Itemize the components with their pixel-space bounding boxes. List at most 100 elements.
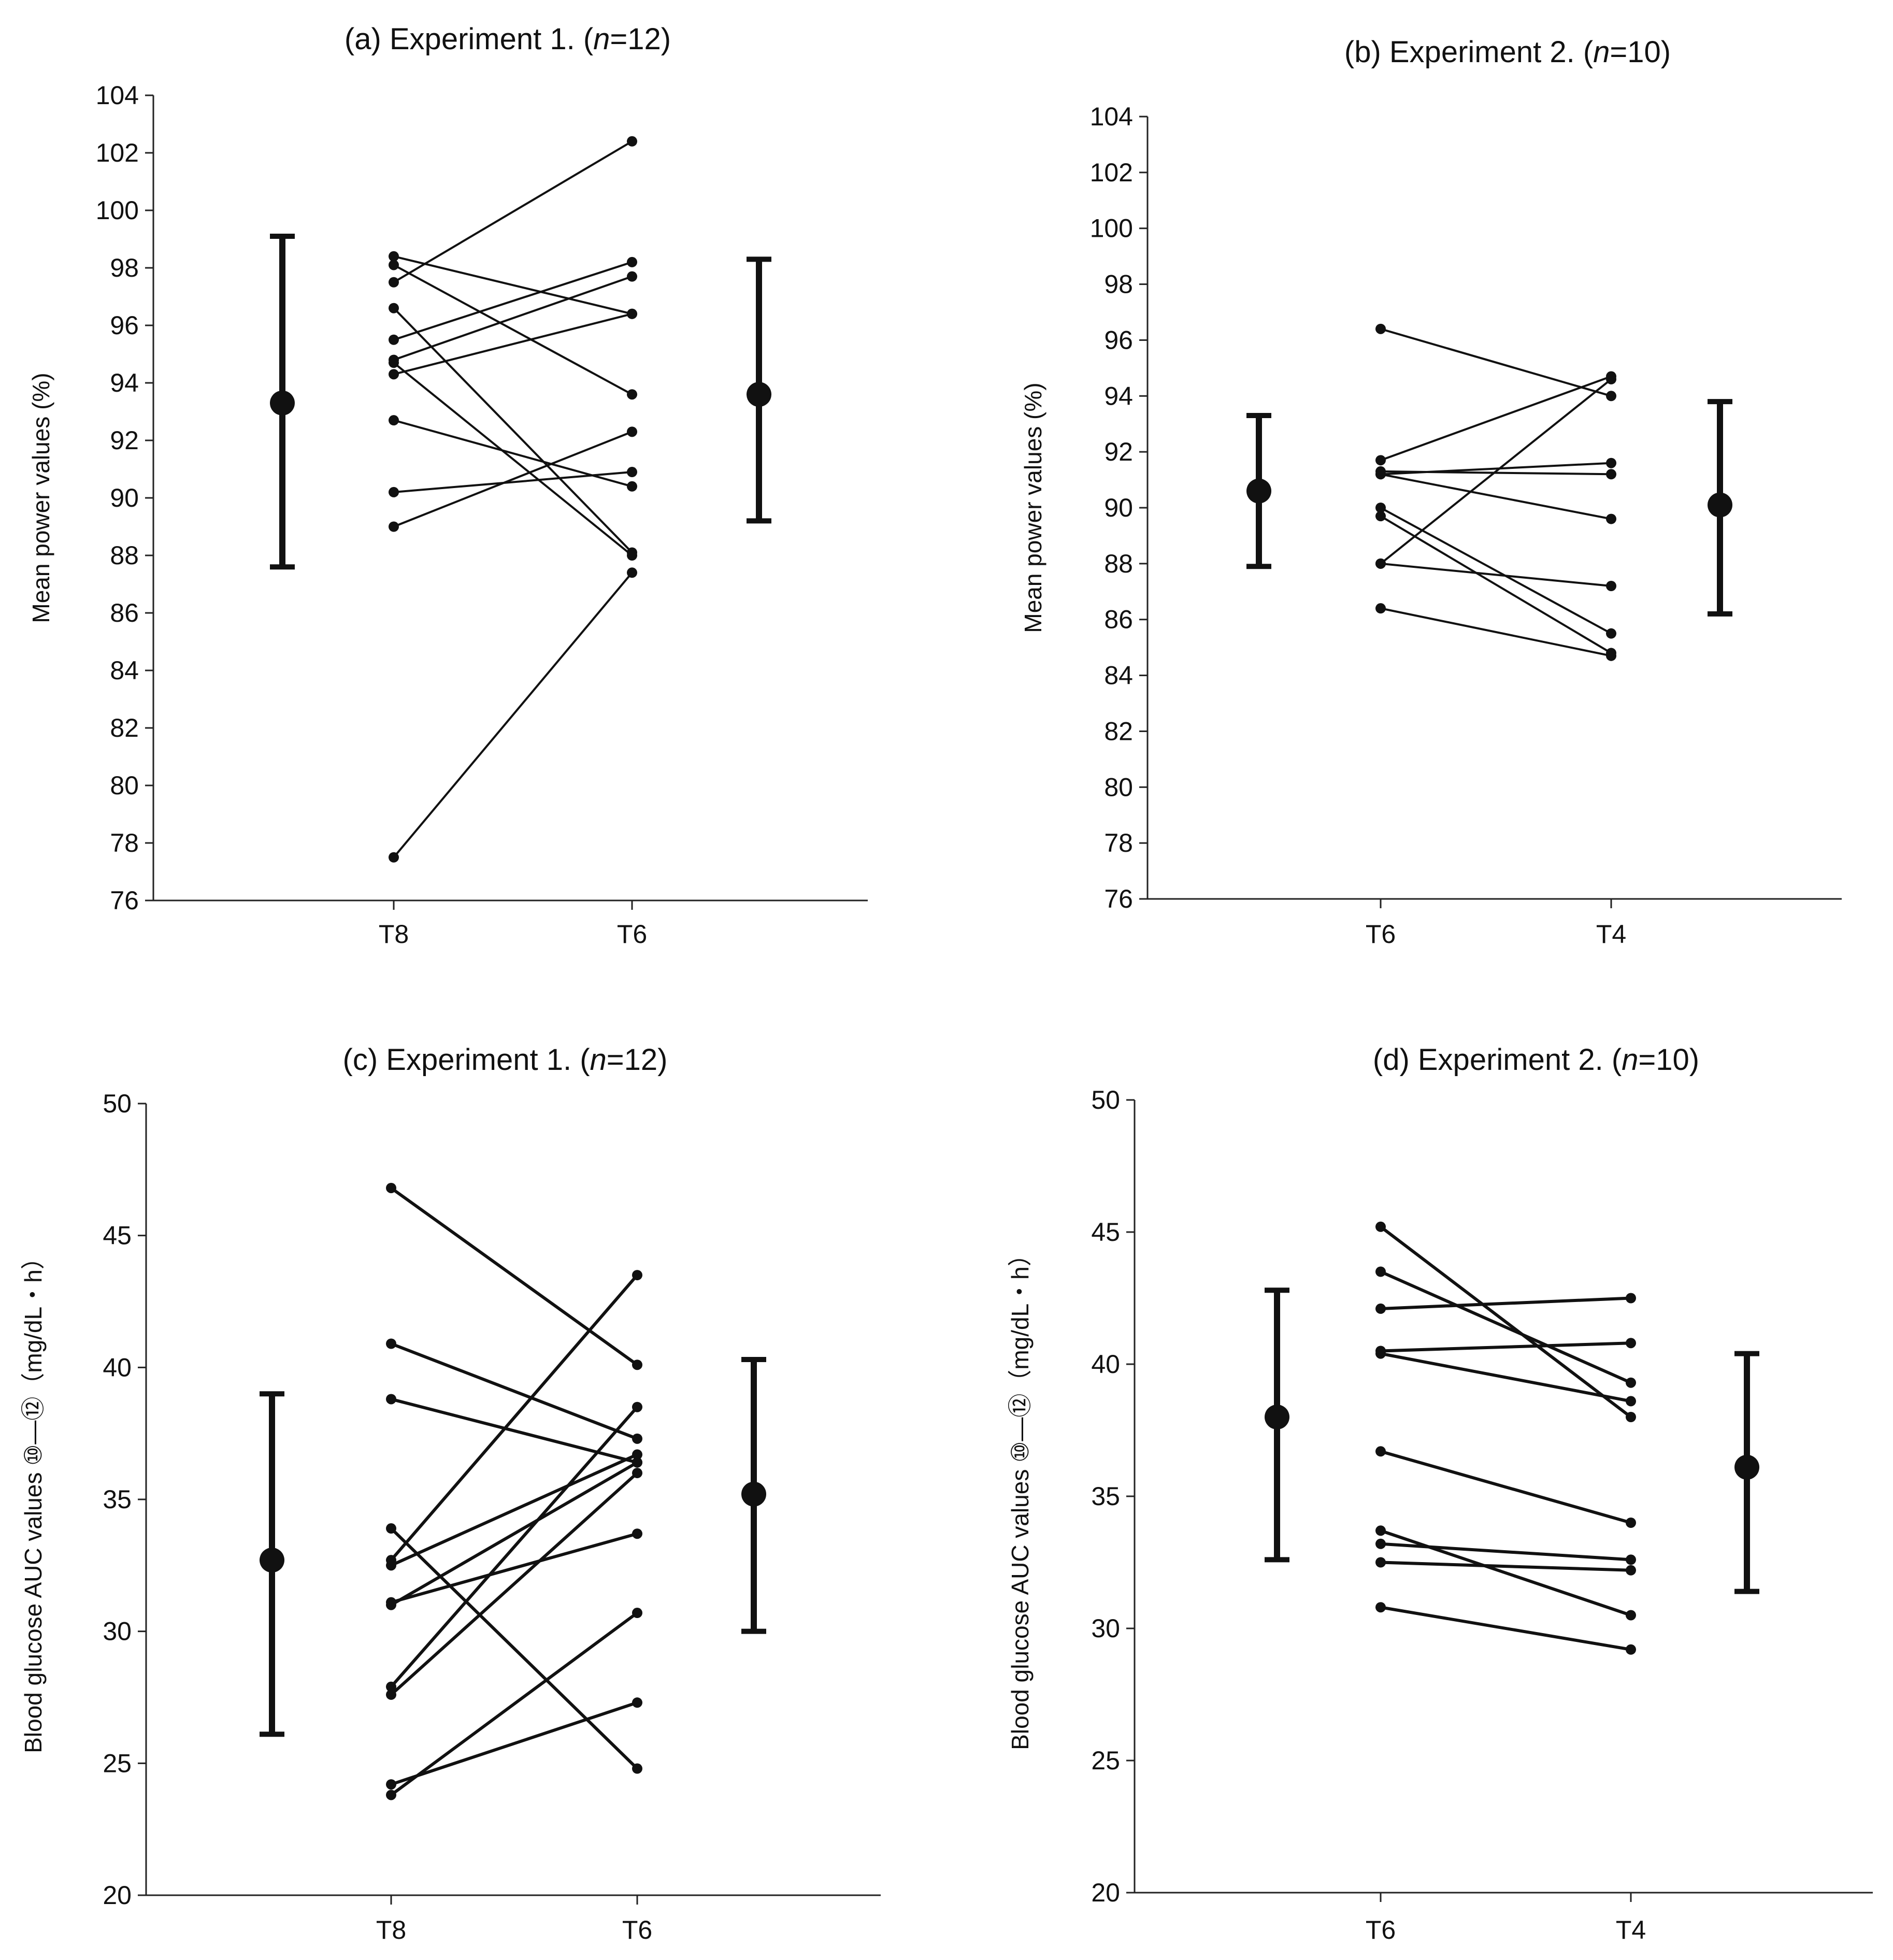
y-tick-label: 82 — [110, 713, 139, 742]
data-point — [389, 260, 399, 270]
data-point — [1626, 1396, 1636, 1407]
pair-line — [390, 1453, 638, 1567]
data-point — [1375, 1348, 1386, 1359]
data-point — [1606, 469, 1616, 480]
y-axis-label: Mean power values (%) — [27, 373, 54, 623]
y-tick-label: 96 — [1104, 325, 1133, 354]
data-point — [632, 1697, 642, 1708]
data-point — [389, 334, 399, 345]
chart-title-suffix: =10) — [1610, 35, 1671, 69]
data-point — [632, 1763, 642, 1774]
chart-title-n: n — [1593, 35, 1610, 69]
mean-marker — [270, 390, 295, 416]
y-tick-label: 96 — [110, 311, 139, 340]
data-point — [1375, 503, 1386, 513]
data-point — [627, 256, 637, 267]
y-tick-label: 100 — [1090, 214, 1133, 243]
data-point — [627, 481, 637, 492]
data-point — [1606, 457, 1616, 468]
data-point — [627, 271, 637, 282]
data-point — [386, 1523, 396, 1534]
pair-line — [393, 362, 633, 556]
data-point — [1375, 1557, 1386, 1568]
data-point — [389, 415, 399, 426]
data-point — [632, 1401, 642, 1412]
y-tick-label: 78 — [110, 828, 139, 857]
pair-line — [390, 1406, 639, 1688]
data-point — [1606, 374, 1616, 384]
data-point — [386, 1599, 396, 1610]
pair-line — [390, 1186, 638, 1366]
data-point — [632, 1270, 642, 1281]
data-point — [1375, 558, 1386, 569]
data-point — [627, 426, 637, 437]
data-point — [632, 1468, 642, 1479]
chart-title-suffix: =12) — [610, 22, 671, 56]
data-point — [1626, 1565, 1636, 1576]
x-tick-label: T4 — [1596, 920, 1626, 949]
chart-title-prefix: (c) Experiment 1. ( — [343, 1043, 590, 1077]
data-point — [1375, 1602, 1386, 1613]
data-point — [1626, 1412, 1636, 1422]
pair-line — [391, 1532, 638, 1604]
data-point — [1626, 1338, 1636, 1349]
pair-line — [391, 1397, 638, 1464]
y-tick-label: 104 — [1090, 102, 1133, 131]
data-point — [627, 136, 637, 147]
y-tick-label: 20 — [103, 1881, 132, 1910]
chart-title-suffix: =10) — [1638, 1043, 1699, 1077]
data-point — [627, 567, 637, 578]
pair-line — [1380, 1341, 1631, 1353]
data-point — [1626, 1293, 1636, 1304]
data-point — [389, 357, 399, 368]
pair-line — [1380, 1606, 1631, 1651]
pair-line — [1380, 473, 1612, 520]
pair-line — [1380, 470, 1612, 476]
panel-c: 20 25 30 35 40 45 50 T8 T6 (c) Experiment 1. (n=1… — [20, 1043, 881, 1944]
y-tick-label: 102 — [1090, 158, 1133, 187]
pair-line — [393, 275, 633, 361]
data-point — [632, 1449, 642, 1460]
y-tick-label: 100 — [96, 196, 139, 225]
data-point — [1626, 1644, 1636, 1655]
data-point — [386, 1560, 396, 1571]
y-tick-label: 92 — [1104, 437, 1133, 466]
pair-line — [393, 255, 633, 315]
pair-line — [1380, 507, 1612, 635]
pair-line — [391, 1701, 638, 1786]
y-tick-label: 88 — [1104, 549, 1133, 578]
y-tick-label: 94 — [110, 368, 139, 397]
pair-line — [1380, 515, 1612, 654]
y-axis-label: Mean power values (%) — [1020, 382, 1046, 633]
pair-line — [393, 312, 633, 376]
pair-line — [1380, 607, 1612, 657]
y-tick-label: 50 — [1091, 1085, 1120, 1114]
y-tick-label: 102 — [96, 138, 139, 167]
y-tick-label: 45 — [1091, 1218, 1120, 1247]
pair-line — [393, 264, 633, 395]
y-tick-label: 98 — [110, 253, 139, 282]
x-tick-label: T6 — [617, 920, 647, 949]
data-point — [386, 1681, 396, 1692]
y-tick-label: 78 — [1104, 828, 1133, 857]
data-point — [1375, 511, 1386, 522]
pair-line — [393, 261, 633, 341]
data-point — [632, 1457, 642, 1468]
pair-line — [390, 1527, 639, 1770]
pair-line — [1380, 1561, 1631, 1572]
data-point — [627, 467, 637, 478]
data-point — [386, 1790, 396, 1800]
data-point — [386, 1689, 396, 1700]
y-tick-label: 104 — [96, 81, 139, 110]
chart-title-n: n — [593, 22, 610, 56]
data-point — [386, 1779, 396, 1790]
y-tick-label: 30 — [1091, 1614, 1120, 1643]
y-tick-label: 88 — [110, 541, 139, 570]
y-tick-label: 92 — [110, 426, 139, 455]
pair-line — [1380, 327, 1612, 397]
pair-line — [393, 471, 633, 493]
y-axis-label: Blood glucose AUC values ⑩—⑫（mg/dL・h） — [1007, 1242, 1034, 1750]
data-point — [386, 1394, 396, 1405]
y-tick-label: 35 — [1091, 1482, 1120, 1511]
chart-title: (d) Experiment 2. (n=10) — [1373, 1043, 1699, 1077]
